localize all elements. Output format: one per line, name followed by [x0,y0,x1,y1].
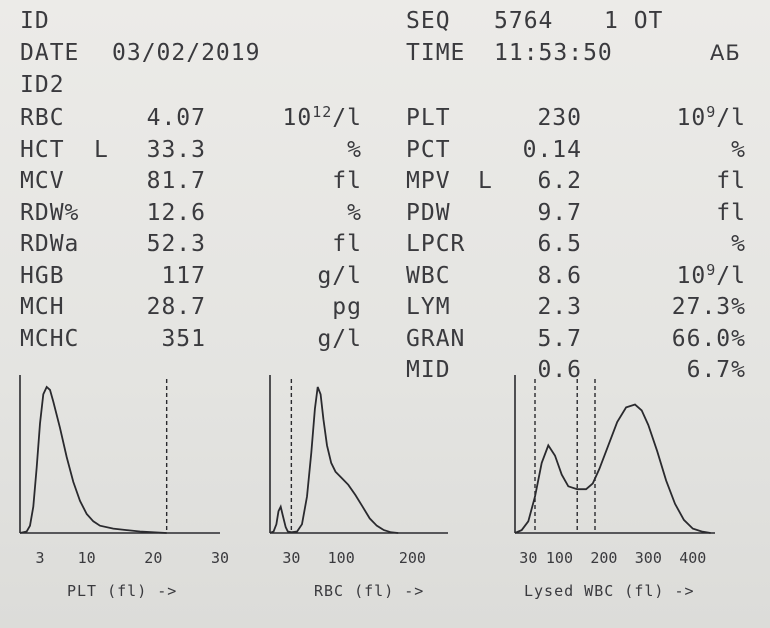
distribution-curve [19,385,167,534]
result-unit: g/l [317,262,362,289]
tick-label: 30 [282,549,300,567]
tick-label: 300 [635,549,662,567]
result-unit: pg [332,294,362,320]
result-unit: 66.0% [671,325,746,352]
result-unit: % [731,231,746,257]
result-value: 8.6 [537,262,582,289]
result-value: 5.7 [537,325,582,352]
result-unit: 109/l [676,260,746,289]
tick-label: 30 [519,549,537,567]
result-value: 9.7 [537,199,582,226]
result-name: MID [406,357,451,383]
rbc-histogram: 30 100 200 [269,375,448,567]
result-value: 6.5 [537,231,582,257]
date-value: 03/02/2019 [112,40,261,66]
wbc-axis-label: Lysed WBC (fl) -> [524,582,695,600]
result-value: 81.7 [146,168,206,194]
result-value: 28.7 [146,294,206,320]
result-name: HCT [20,136,65,163]
result-unit: 1012/l [282,103,362,131]
result-unit: 6.7% [686,357,746,383]
result-name: LPCR [406,231,466,257]
result-value: 12.6 [146,199,206,226]
result-name: RBC [20,105,65,131]
result-name: MCH [20,294,65,320]
tick-label: 400 [679,549,706,567]
result-value: 2.3 [537,294,582,320]
wbc-histogram: 30 100 200 300 400 [514,375,715,567]
result-value: 52.3 [146,231,206,257]
operator-initials: АБ [710,41,741,65]
result-unit: fl [716,168,746,194]
tick-label: 100 [546,549,573,567]
result-value: 6.2 [537,168,582,194]
result-name: LYM [406,294,451,320]
result-name: WBC [406,262,451,289]
tick-label: 30 [211,549,229,567]
tick-label: 200 [399,549,426,567]
result-name: RDW% [20,199,80,226]
result-name: RDWa [20,231,80,257]
result-name: PLT [406,105,451,131]
result-value: 0.14 [522,136,582,163]
result-value: 33.3 [146,136,206,163]
result-value: 351 [161,325,206,352]
tick-label: 100 [328,549,355,567]
rbc-axis-label: RBC (fl) -> [314,582,425,600]
result-unit: fl [332,231,362,257]
result-name: PDW [406,199,451,226]
result-name: MCHC [20,325,80,352]
result-value: 4.07 [146,105,206,131]
result-unit: 27.3% [671,294,746,320]
id-label: ID [20,8,50,34]
result-value: 0.6 [537,357,582,383]
result-unit: % [731,136,746,163]
result-unit: g/l [317,325,362,352]
seq-label: SEQ [406,8,451,34]
result-unit: % [347,199,362,226]
distribution-curve [269,386,399,534]
tick-label: 20 [144,549,162,567]
result-unit: % [347,136,362,163]
date-label: DATE [20,40,80,66]
result-name: GRAN [406,325,466,352]
seq-value: 5764 [494,8,554,34]
plt-axis-label: PLT (fl) -> [67,582,178,600]
result-flag: L [478,168,493,194]
tick-label: 3 [35,549,44,567]
result-flag: L [94,136,109,163]
time-label: TIME [406,40,466,66]
result-name: MCV [20,168,65,194]
result-value: 230 [537,105,582,131]
result-value: 117 [161,262,206,289]
plt-histogram: 3 10 20 30 [19,375,229,567]
result-name: MPV [406,168,451,194]
result-unit: fl [716,199,746,226]
tick-label: 200 [590,549,617,567]
result-unit: 109/l [676,103,746,131]
result-name: HGB [20,262,65,289]
seq-suffix: 1 OT [604,8,664,34]
result-name: PCT [406,136,451,163]
result-unit: fl [332,168,362,194]
time-value: 11:53:50 [494,40,613,66]
id2-label: ID2 [20,72,65,98]
tick-label: 10 [78,549,96,567]
distribution-curve [514,403,711,534]
